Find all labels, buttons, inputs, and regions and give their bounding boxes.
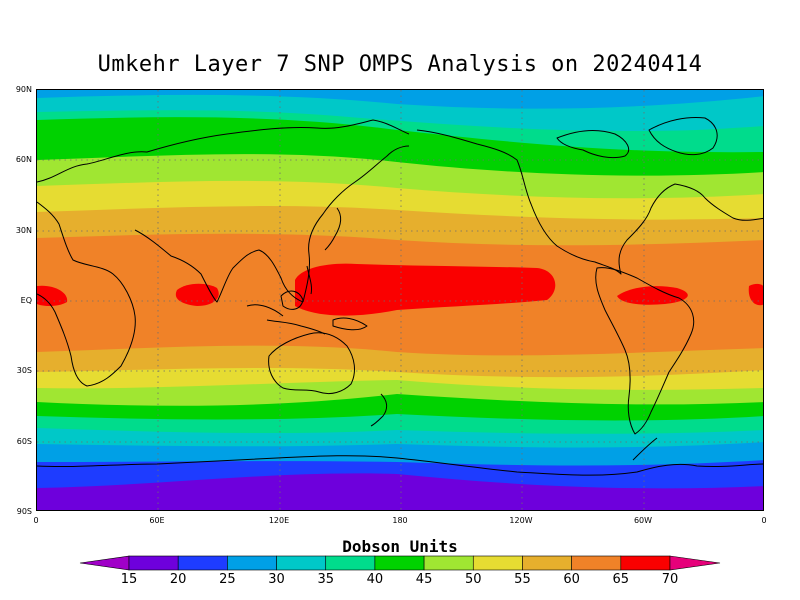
colorbar-title: Dobson Units <box>342 537 458 556</box>
coastline-new-zealand <box>370 393 388 427</box>
coastline-indonesia-1 <box>246 304 284 317</box>
y-tick-label: 60S <box>16 437 32 446</box>
coastline-south-america <box>595 267 695 435</box>
colorbar-level-label: 25 <box>219 572 236 587</box>
y-tick-label: EQ <box>20 296 32 305</box>
colorbar-over-arrow <box>669 555 721 571</box>
x-tick-label: 60W <box>633 516 653 525</box>
colorbar-level-label: 40 <box>366 572 384 587</box>
graticule <box>37 90 763 510</box>
coastline-south-asia <box>134 229 304 303</box>
colorbar-level-label: 70 <box>661 572 679 587</box>
y-tick-label: 90S <box>16 507 32 516</box>
y-tick-label: 30N <box>15 226 32 235</box>
band-15-20-south <box>37 473 763 510</box>
coastline-eurasia-north <box>37 119 410 183</box>
colorbar-level-label: 50 <box>464 572 482 587</box>
coastline-borneo <box>280 290 304 310</box>
coastline-africa <box>37 201 136 387</box>
x-tick-label: 60E <box>149 516 165 525</box>
coastline-australia <box>268 332 355 395</box>
colorbar-level-label: 55 <box>514 572 531 587</box>
coastline-greenland <box>648 117 718 156</box>
coastline-arctic-islands <box>556 130 630 159</box>
colorbar-bin <box>227 555 277 571</box>
coastline-north-america <box>416 129 763 275</box>
colorbar-level-label: 60 <box>563 572 580 587</box>
coastline-japan <box>324 207 342 251</box>
coastline-east-asia <box>302 145 410 303</box>
coastline-new-guinea <box>332 317 368 331</box>
colorbar-bin <box>620 555 671 571</box>
colorbar-bin <box>177 555 228 571</box>
colorbar-bin <box>472 555 523 571</box>
colorbar-level-label: 20 <box>169 572 187 587</box>
colorbar-bin <box>571 555 622 571</box>
chart-title: Umkehr Layer 7 SNP OMPS Analysis on 2024… <box>97 52 703 77</box>
coastline-philippines <box>306 265 312 295</box>
y-tick-label: 30S <box>16 366 32 375</box>
colorbar-bin <box>325 555 376 571</box>
colorbar-bin <box>276 555 327 571</box>
max-band-indian-ocean <box>175 283 219 306</box>
ozone-contour-map <box>37 90 763 510</box>
x-tick-label: 180 <box>392 516 408 525</box>
y-tick-label: 90N <box>15 85 32 94</box>
map-plot-area <box>36 89 764 511</box>
colorbar-level-label: 45 <box>415 572 433 587</box>
colorbar-level-label: 65 <box>612 572 630 587</box>
x-tick-label: 120W <box>509 516 533 525</box>
coastline-antarctic-peninsula <box>632 437 658 461</box>
max-band-indonesia-pacific <box>295 263 556 316</box>
coastline-antarctica <box>37 455 763 476</box>
colorbar-level-label: 35 <box>317 572 334 587</box>
colorbar-bin <box>374 555 425 571</box>
colorbar-under-arrow <box>79 555 130 571</box>
colorbar-level-label: 30 <box>268 572 285 587</box>
colorbar-bin <box>423 555 474 571</box>
x-tick-label: 120E <box>268 516 290 525</box>
x-tick-label: 0 <box>33 516 39 525</box>
x-tick-label: 0 <box>761 516 767 525</box>
coastline-indonesia-2 <box>266 319 326 335</box>
max-band-east-edge <box>748 283 763 306</box>
coastlines <box>37 117 763 476</box>
colorbar-level-label: 15 <box>120 572 138 587</box>
colorbar-bin <box>522 555 572 571</box>
colorbar-bin <box>128 555 179 571</box>
max-band-atlantic <box>617 286 688 305</box>
y-tick-label: 60N <box>15 155 32 164</box>
